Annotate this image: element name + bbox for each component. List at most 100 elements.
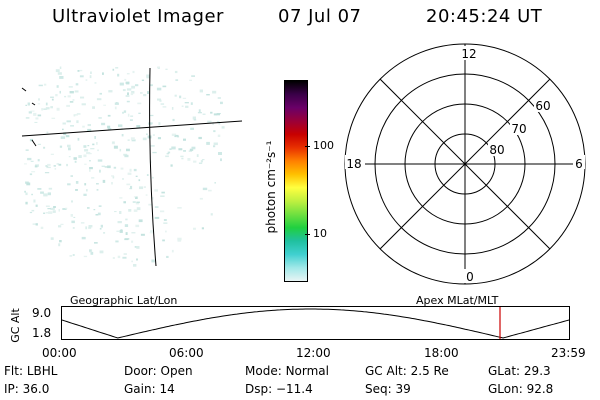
uv-speckle bbox=[107, 114, 111, 117]
uv-speckle bbox=[166, 153, 169, 155]
uv-speckle bbox=[200, 160, 203, 163]
uv-speckle bbox=[64, 95, 67, 98]
uv-speckle bbox=[135, 224, 140, 228]
uv-speckle bbox=[119, 148, 122, 152]
uv-speckle bbox=[87, 128, 92, 132]
uv-speckle bbox=[160, 210, 165, 213]
uv-speckle bbox=[89, 75, 92, 79]
timeline-y-axis-label: GC Alt bbox=[8, 308, 22, 343]
uv-speckle bbox=[60, 223, 64, 225]
latitude-grid-line bbox=[21, 120, 243, 137]
uv-speckle bbox=[135, 196, 138, 199]
uv-speckle bbox=[88, 225, 93, 228]
uv-speckle bbox=[88, 153, 92, 155]
uv-speckle bbox=[160, 195, 165, 197]
uv-speckle bbox=[115, 67, 119, 69]
timeline-x-tick-2359: 23:59 bbox=[551, 346, 586, 360]
uv-speckle bbox=[45, 102, 48, 106]
uv-speckle bbox=[131, 260, 133, 263]
uv-speckle bbox=[99, 228, 102, 230]
timeline-y-tick-bottom: 1.8 bbox=[32, 326, 52, 340]
uv-speckle bbox=[199, 197, 203, 200]
uv-speckle bbox=[131, 139, 136, 142]
uv-speckle bbox=[149, 232, 153, 234]
uv-speckle bbox=[148, 122, 153, 125]
uv-speckle bbox=[147, 91, 149, 94]
timeline-right-label: Apex MLat/MLT bbox=[416, 294, 499, 307]
uv-speckle bbox=[154, 216, 160, 219]
uv-speckle bbox=[126, 88, 132, 91]
uv-speckle bbox=[71, 200, 73, 203]
uv-speckle bbox=[43, 193, 48, 197]
longitude-grid-line bbox=[149, 67, 157, 267]
uv-speckle bbox=[70, 175, 73, 177]
uv-speckle bbox=[181, 157, 184, 160]
uv-speckle bbox=[141, 79, 145, 81]
uv-speckle bbox=[127, 139, 130, 141]
uv-speckle bbox=[47, 192, 51, 196]
uv-speckle bbox=[149, 114, 154, 117]
uv-speckle bbox=[44, 172, 50, 174]
gain-value: 14 bbox=[159, 382, 175, 396]
uv-speckle bbox=[183, 138, 186, 141]
uv-speckle bbox=[117, 255, 121, 259]
uv-speckle bbox=[129, 168, 132, 172]
colorbar-gradient bbox=[285, 81, 307, 281]
uv-speckle bbox=[213, 130, 216, 133]
uv-speckle bbox=[177, 237, 182, 241]
uv-speckle bbox=[126, 100, 130, 103]
uv-speckle bbox=[47, 208, 51, 210]
uv-speckle bbox=[83, 193, 87, 196]
uv-speckle bbox=[121, 134, 124, 137]
uv-speckle bbox=[127, 113, 130, 117]
uv-speckle bbox=[62, 122, 66, 125]
uv-speckle bbox=[169, 148, 172, 150]
uv-speckle bbox=[198, 109, 201, 113]
uv-speckle bbox=[58, 163, 62, 166]
uv-speckle bbox=[206, 94, 210, 96]
uv-speckle bbox=[30, 160, 34, 162]
uv-speckle bbox=[133, 264, 137, 267]
uv-speckle bbox=[167, 151, 171, 154]
uv-speckle bbox=[161, 191, 165, 194]
uv-speckle bbox=[117, 221, 122, 224]
uv-speckle bbox=[120, 229, 123, 231]
uv-speckle bbox=[31, 193, 33, 196]
uv-speckle bbox=[27, 157, 32, 161]
uv-speckle bbox=[37, 143, 41, 145]
uv-speckle bbox=[198, 162, 203, 164]
polar-ring-label-70: 70 bbox=[511, 122, 526, 136]
uv-speckle bbox=[101, 165, 105, 167]
filter-label: Flt: bbox=[4, 364, 23, 378]
uv-speckle bbox=[160, 103, 165, 105]
uv-speckle bbox=[192, 116, 196, 120]
uv-speckle bbox=[125, 95, 130, 97]
polar-label-left: 18 bbox=[346, 157, 361, 171]
uv-speckle bbox=[65, 135, 70, 138]
uv-speckle bbox=[50, 106, 53, 109]
uv-speckle bbox=[188, 150, 193, 152]
timeline-x-tick-0000: 00:00 bbox=[42, 346, 77, 360]
uv-speckle bbox=[50, 237, 54, 240]
timeline-y-tick-top: 9.0 bbox=[32, 306, 52, 320]
uv-speckle bbox=[210, 213, 213, 216]
uv-speckle bbox=[89, 167, 93, 170]
uv-speckle bbox=[54, 168, 57, 170]
uv-speckle bbox=[51, 117, 56, 119]
uv-speckle bbox=[59, 66, 62, 69]
uv-speckle bbox=[126, 73, 130, 75]
glat-value: 29.3 bbox=[523, 364, 551, 378]
altitude-timeline bbox=[61, 306, 570, 340]
uv-speckle bbox=[73, 216, 76, 218]
uv-speckle bbox=[78, 155, 82, 158]
uv-speckle bbox=[87, 124, 91, 127]
glat-info: GLat: 29.3 bbox=[488, 364, 551, 378]
uv-speckle bbox=[112, 257, 115, 259]
uv-speckle bbox=[71, 220, 75, 224]
timeline-x-tick-1800: 18:00 bbox=[424, 346, 459, 360]
uv-speckle bbox=[221, 126, 225, 129]
uv-speckle bbox=[129, 119, 133, 121]
uv-speckle bbox=[25, 149, 29, 151]
polar-label-right: 6 bbox=[575, 157, 583, 171]
uv-speckle bbox=[90, 71, 92, 74]
